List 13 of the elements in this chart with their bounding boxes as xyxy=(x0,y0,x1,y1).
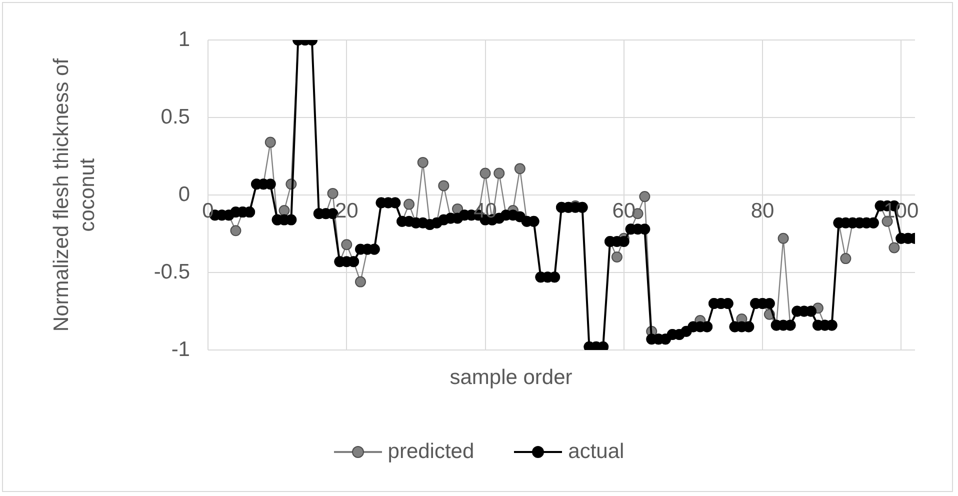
x-axis-title: sample order xyxy=(450,366,572,390)
legend-label: actual xyxy=(568,440,624,464)
y-tick-label: 0.5 xyxy=(160,105,190,128)
x-tick-label: 20 xyxy=(334,199,358,222)
y-tick-label: 1 xyxy=(178,28,190,51)
y-tick-label: -1 xyxy=(171,338,190,361)
y-tick-label: -0.5 xyxy=(154,260,190,284)
legend-label: predicted xyxy=(388,440,474,464)
x-tick-label: 0 xyxy=(202,199,214,222)
x-tick-label: 80 xyxy=(750,199,774,222)
y-axis-title: Normalized flesh thickness of coconut xyxy=(49,58,100,332)
x-tick-label: 60 xyxy=(612,199,636,222)
y-tick-label: 0 xyxy=(178,182,190,206)
